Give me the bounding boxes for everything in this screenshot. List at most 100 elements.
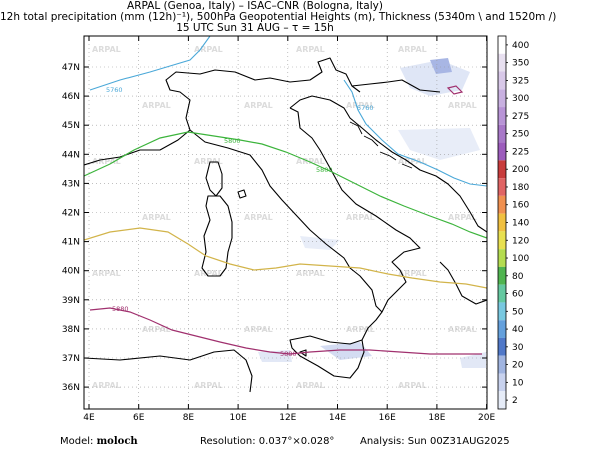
plot-frame <box>83 35 488 410</box>
watermark-text: ARPAL <box>142 101 171 110</box>
watermark-text: ARPAL <box>398 157 427 166</box>
watermark-text: ARPAL <box>296 381 325 390</box>
lon-tick-label: 4E <box>83 413 95 423</box>
coastlines <box>84 57 487 393</box>
colorbar-label: 10 <box>512 378 524 388</box>
watermark-text: ARPAL <box>398 381 427 390</box>
watermark-text: ARPAL <box>194 157 223 166</box>
watermark-text: ARPAL <box>346 213 375 222</box>
colorbar-label: 80 <box>512 272 524 282</box>
lat-tick-label: 39N <box>62 296 80 306</box>
watermark-text: ARPAL <box>142 325 171 334</box>
watermark-text: ARPAL <box>448 101 477 110</box>
lon-tick-label: 18E <box>428 413 445 423</box>
colorbar-swatch <box>498 355 506 374</box>
colorbar-swatch <box>498 36 506 54</box>
colorbar-label: 350 <box>512 59 529 69</box>
watermark-text: ARPAL <box>448 213 477 222</box>
colorbar-label: 2 <box>512 396 518 406</box>
colorbar-swatch <box>498 178 506 196</box>
watermark-text: ARPAL <box>296 157 325 166</box>
colorbar-label: 200 <box>512 165 529 175</box>
watermark-text: ARPAL <box>296 45 325 54</box>
footer-model: Model: moloch <box>60 436 138 447</box>
colorbar-label: 30 <box>512 343 524 353</box>
contour-5800 <box>84 131 487 239</box>
colorbar-label: 325 <box>512 76 529 86</box>
colorbar-label: 20 <box>512 361 524 371</box>
colorbar-swatch <box>498 53 506 72</box>
footer-resolution: Resolution: 0.037°×0.028° <box>200 436 335 447</box>
watermark-text: ARPAL <box>92 157 121 166</box>
contour-5760 <box>89 36 487 187</box>
colorbar-swatch <box>498 89 506 108</box>
title-line-2: 12h total precipitation (mm (12h)⁻¹), 50… <box>0 11 557 23</box>
contour-5840 <box>84 227 487 289</box>
lat-tick-label: 41N <box>62 238 80 248</box>
footer-model-value: moloch <box>96 436 138 447</box>
colorbar: 4003503253002752502252001801601401201008… <box>497 35 529 410</box>
watermark-text: ARPAL <box>398 45 427 54</box>
contour-label: 5800 <box>316 166 333 174</box>
colorbar-label: 160 <box>512 201 529 211</box>
lon-tick-label: 14E <box>329 413 346 423</box>
lat-tick-label: 46N <box>62 92 80 102</box>
colorbar-label: 400 <box>512 41 529 51</box>
colorbar-label: 275 <box>512 112 529 122</box>
colorbar-swatch <box>498 213 506 232</box>
lon-tick-label: 16E <box>379 413 396 423</box>
watermark-text: ARPAL <box>398 269 427 278</box>
colorbar-label: 60 <box>512 290 524 300</box>
contour-label: 5880 <box>280 350 297 358</box>
footer-analysis: Analysis: Sun 00Z31AUG2025 <box>360 436 510 447</box>
contour-label: 5760 <box>357 104 374 112</box>
colorbar-label: 300 <box>512 94 529 104</box>
contour-5880 <box>89 85 482 355</box>
contour-label: 5760 <box>106 86 123 94</box>
colorbar-label: 120 <box>512 236 529 246</box>
colorbar-label: 140 <box>512 219 529 229</box>
colorbar-swatch <box>498 373 506 392</box>
colorbar-swatch <box>498 142 506 161</box>
colorbar-label: 40 <box>512 325 524 335</box>
lat-tick-label: 44N <box>62 150 80 160</box>
colorbar-swatch <box>498 160 506 179</box>
watermark-text: ARPAL <box>346 325 375 334</box>
colorbar-swatch <box>498 266 506 285</box>
colorbar-label: 225 <box>512 147 529 157</box>
colorbar-label: 100 <box>512 254 529 264</box>
colorbar-label: 250 <box>512 130 529 140</box>
watermark-text: ARPAL <box>296 269 325 278</box>
lon-tick-label: 20E <box>478 413 495 423</box>
contour-label: 5800 <box>224 137 241 145</box>
colorbar-swatch <box>498 124 506 143</box>
watermark-text: ARPAL <box>346 101 375 110</box>
colorbar-swatch <box>498 231 506 250</box>
lat-tick-label: 45N <box>62 121 80 131</box>
lat-tick-label: 43N <box>62 179 80 189</box>
colorbar-swatch <box>498 195 506 214</box>
colorbar-swatch <box>498 337 506 356</box>
watermark-text: ARPAL <box>194 381 223 390</box>
colorbar-swatch <box>498 320 506 338</box>
lon-tick-label: 12E <box>279 413 296 423</box>
watermark-text: ARPAL <box>92 45 121 54</box>
watermark-text: ARPAL <box>448 325 477 334</box>
colorbar-swatch <box>498 107 506 125</box>
colorbar-swatch <box>498 284 506 303</box>
colorbar-label: 180 <box>512 183 529 193</box>
lon-tick-label: 10E <box>230 413 247 423</box>
watermark-text: ARPAL <box>142 213 171 222</box>
lat-tick-label: 38N <box>62 325 80 335</box>
lat-tick-label: 36N <box>62 383 80 393</box>
lon-tick-label: 6E <box>133 413 145 423</box>
colorbar-swatch <box>498 391 506 409</box>
watermark-text: ARPAL <box>194 269 223 278</box>
colorbar-swatch <box>498 302 506 321</box>
lat-tick-label: 37N <box>62 354 80 364</box>
watermark-text: ARPAL <box>244 101 273 110</box>
colorbar-label: 50 <box>512 307 524 317</box>
colorbar-swatch <box>498 249 506 267</box>
footer-model-label: Model: <box>60 436 94 447</box>
